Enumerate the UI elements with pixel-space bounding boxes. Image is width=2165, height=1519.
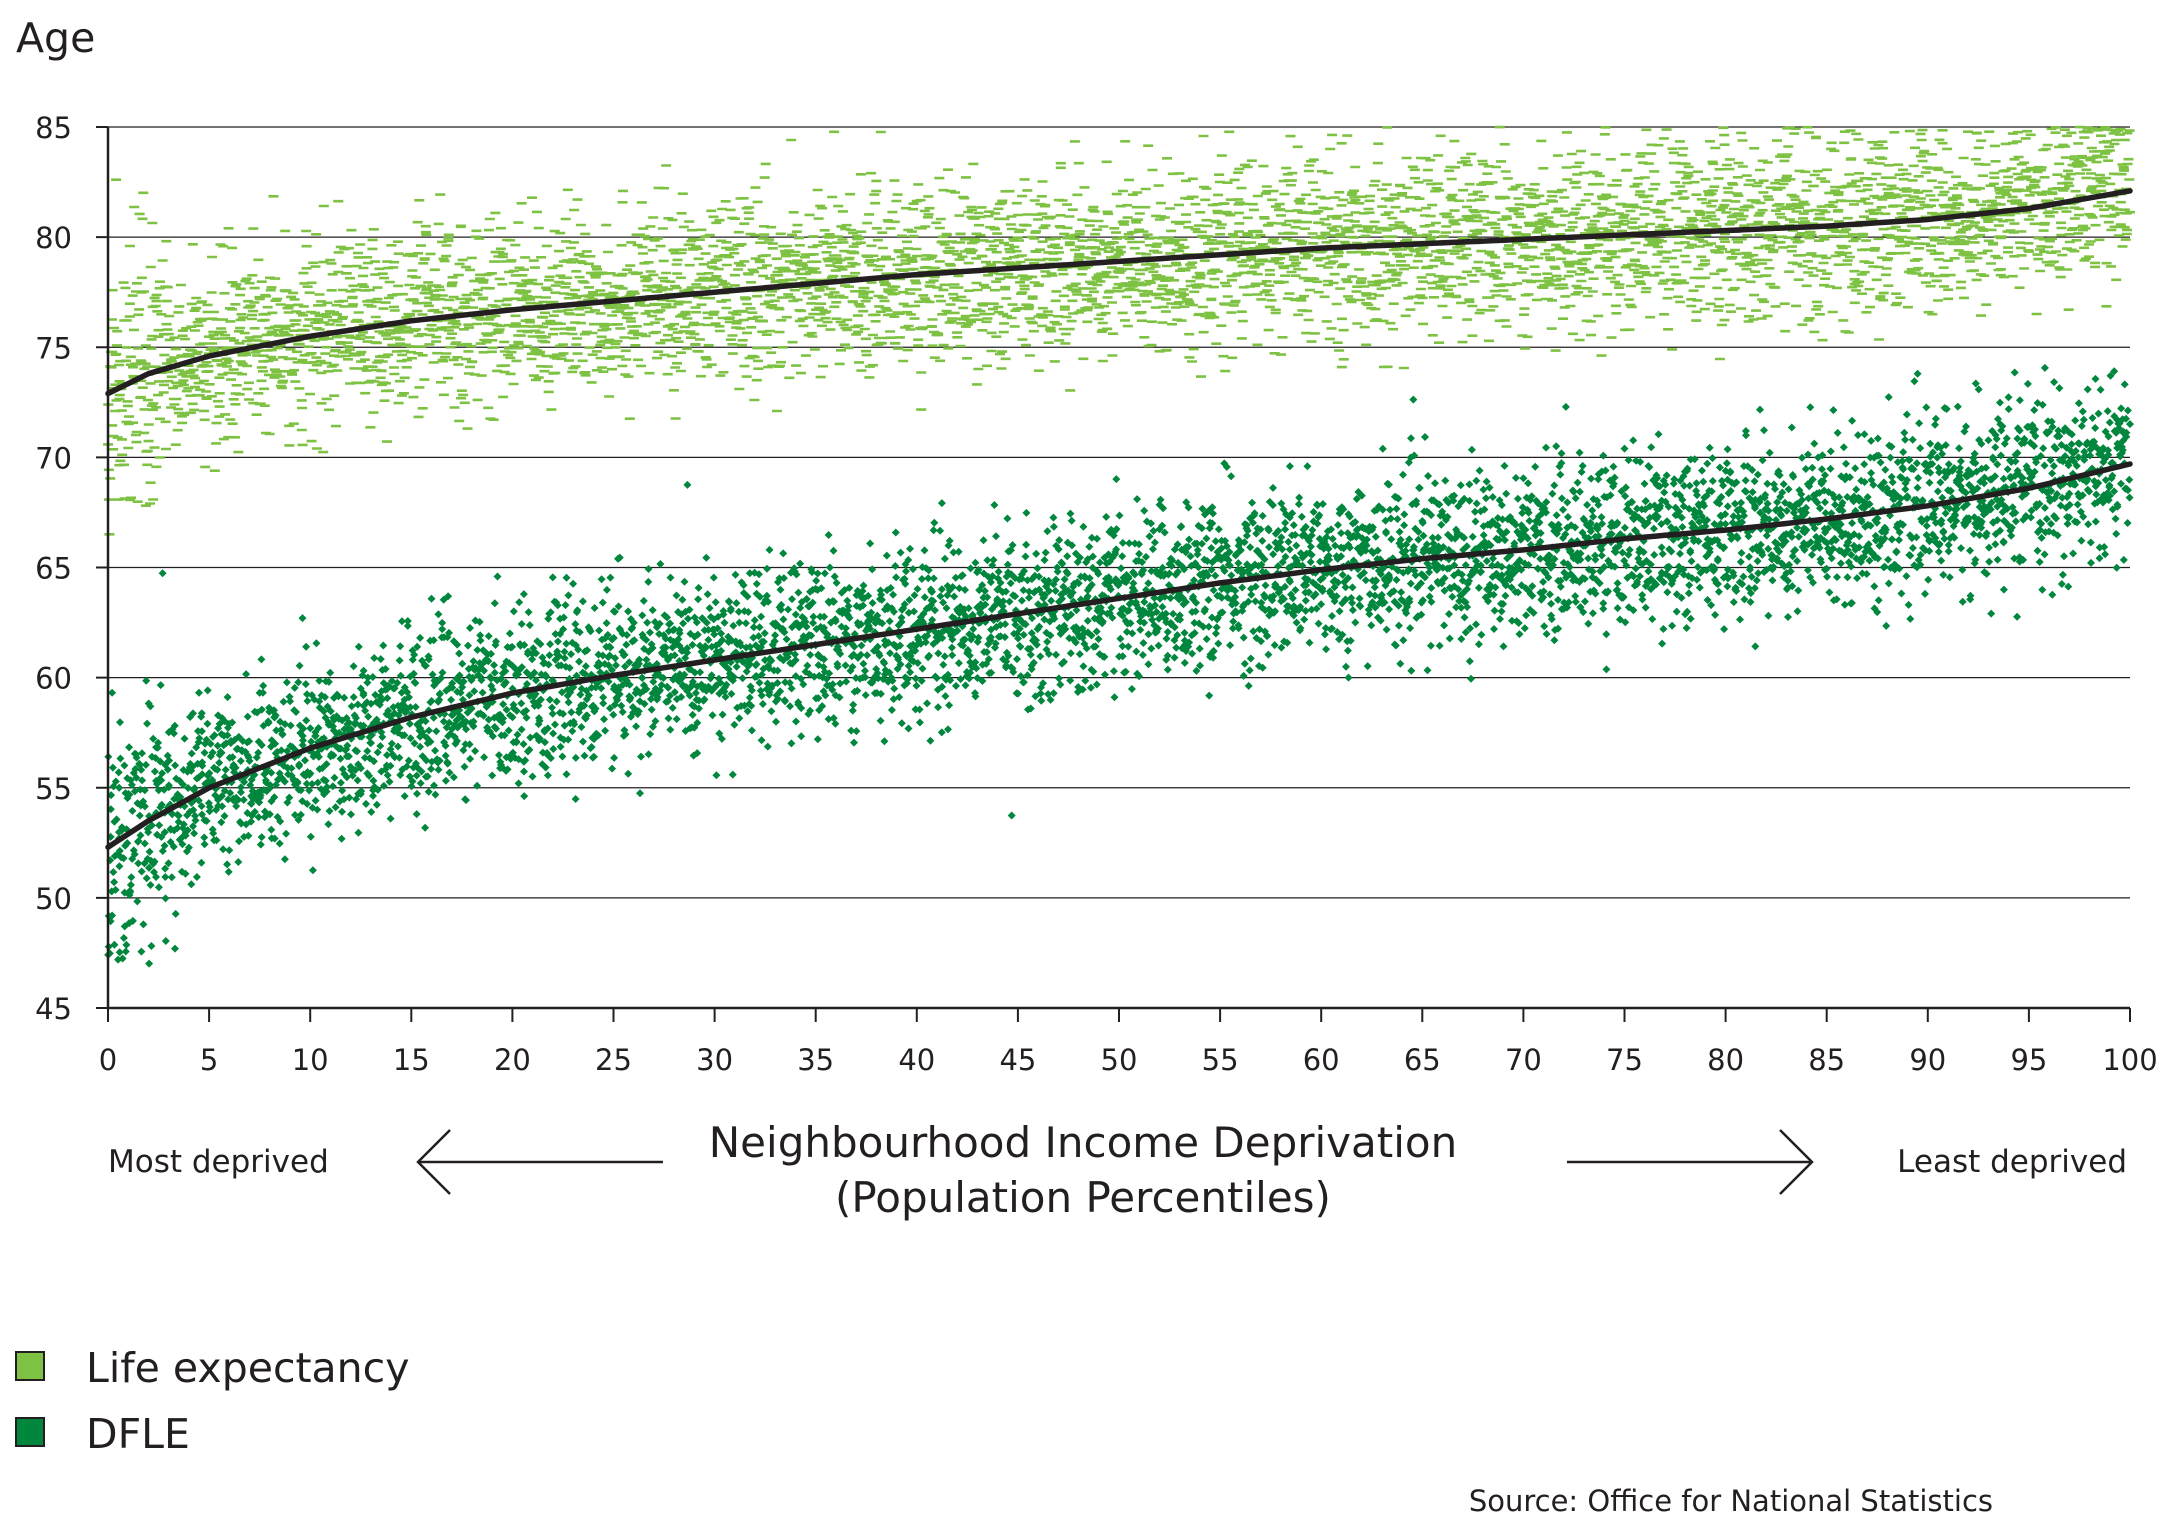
x-tick-label-5: 5: [200, 1043, 218, 1077]
y-axis-title: Age: [16, 14, 95, 62]
x-tick-label-100: 100: [2102, 1043, 2157, 1077]
x-tick-labels: 0 5 10 15 20 25 30 35 40 45 50 55 60 65 70 75 80 85 90 95 10…: [99, 1043, 2158, 1077]
legend: Life expectancy DFLE: [15, 1344, 409, 1458]
y-tick-label-80: 80: [35, 221, 72, 255]
x-tick-label-65: 65: [1404, 1043, 1441, 1077]
source-note: Source: Office for National Statistics: [1469, 1484, 1993, 1518]
x-tick-label-40: 40: [898, 1043, 935, 1077]
x-tick-label-80: 80: [1707, 1043, 1744, 1077]
series-dfle-points: [104, 363, 2135, 968]
x-tick-label-70: 70: [1505, 1043, 1542, 1077]
x-tick-label-25: 25: [595, 1043, 632, 1077]
legend-item-dfle: DFLE: [15, 1410, 190, 1458]
series-dfle-markers: [104, 363, 2135, 968]
y-tick-label-60: 60: [35, 662, 72, 696]
legend-item-life-expectancy: Life expectancy: [15, 1344, 409, 1392]
x-tick-label-95: 95: [2010, 1043, 2047, 1077]
x-tick-label-60: 60: [1303, 1043, 1340, 1077]
x-axis-title-line1: Neighbourhood Income Deprivation: [709, 1118, 1457, 1167]
y-tick-label-85: 85: [35, 111, 72, 145]
axes: [96, 126, 2131, 1022]
y-tick-label-70: 70: [35, 441, 72, 475]
x-tick-label-90: 90: [1909, 1043, 1946, 1077]
x-tick-label-45: 45: [999, 1043, 1036, 1077]
x-tick-label-85: 85: [1808, 1043, 1845, 1077]
legend-swatch-dfle: [15, 1417, 45, 1447]
x-tick-label-10: 10: [292, 1043, 329, 1077]
y-tick-label-55: 55: [35, 772, 72, 806]
series-life-expectancy-points: [103, 125, 2135, 536]
legend-label-life-expectancy: Life expectancy: [86, 1344, 409, 1392]
most-deprived-label: Most deprived: [108, 1144, 329, 1180]
x-axis-title-line2: (Population Percentiles): [835, 1173, 1331, 1222]
x-tick-label-75: 75: [1606, 1043, 1643, 1077]
x-tick-label-30: 30: [696, 1043, 733, 1077]
y-tick-label-75: 75: [35, 331, 72, 365]
trend-lines: [105, 188, 2133, 850]
right-arrow-icon: [1567, 1129, 1814, 1195]
x-tick-label-35: 35: [797, 1043, 834, 1077]
scatter-points: [103, 125, 2135, 968]
legend-label-dfle: DFLE: [86, 1410, 190, 1458]
y-tick-label-50: 50: [35, 882, 72, 916]
legend-swatch-life-expectancy: [15, 1351, 45, 1381]
series-life-expectancy-markers: [103, 125, 2135, 536]
x-tick-label-55: 55: [1202, 1043, 1239, 1077]
y-tick-label-65: 65: [35, 552, 72, 586]
trend-line-dfle: [105, 461, 2133, 850]
x-tick-label-15: 15: [393, 1043, 430, 1077]
x-tick-label-50: 50: [1101, 1043, 1138, 1077]
y-tick-labels: 45 50 55 60 65 70 75 80 85: [35, 111, 72, 1026]
x-tick-label-20: 20: [494, 1043, 531, 1077]
least-deprived-label: Least deprived: [1897, 1144, 2127, 1180]
left-arrow-icon: [416, 1129, 663, 1195]
y-tick-label-45: 45: [35, 992, 72, 1026]
x-tick-label-0: 0: [99, 1043, 117, 1077]
trend-line-life-expectancy: [105, 188, 2133, 397]
